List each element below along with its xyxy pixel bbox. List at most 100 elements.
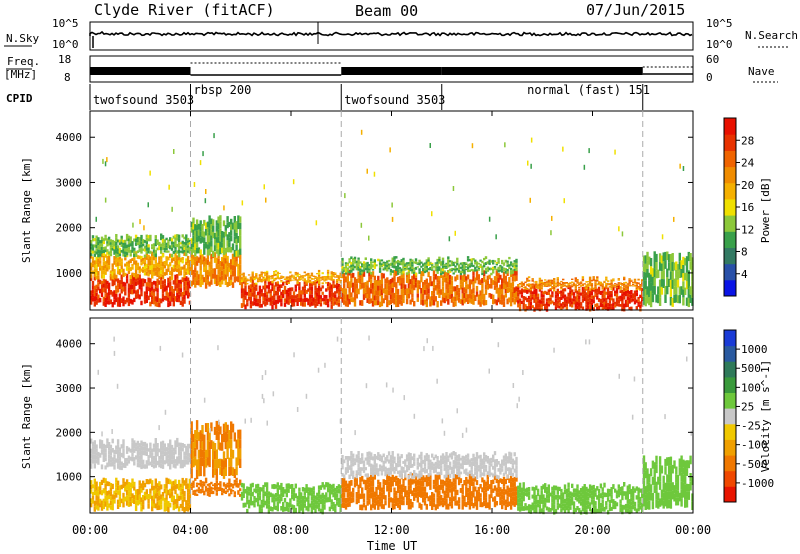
heatmap-cell xyxy=(210,224,213,230)
heatmap-cell xyxy=(535,295,538,299)
heatmap-cell xyxy=(626,289,629,294)
heatmap-cell xyxy=(215,483,218,487)
heatmap-cell xyxy=(463,495,466,502)
heatmap-cell xyxy=(560,293,563,297)
heatmap-cell xyxy=(317,489,321,495)
heatmap-cell xyxy=(210,258,213,265)
heatmap-cell xyxy=(368,276,371,283)
heatmap-cell xyxy=(301,487,305,492)
heatmap-cell xyxy=(443,277,446,283)
heatmap-cell xyxy=(357,498,360,504)
heatmap-cell xyxy=(391,463,394,468)
heatmap-cell xyxy=(118,451,122,457)
heatmap-cell xyxy=(606,295,610,300)
heatmap-cell xyxy=(224,258,227,264)
heatmap-cell xyxy=(292,277,296,279)
heatmap-cell xyxy=(107,287,111,292)
heatmap-cell xyxy=(642,271,646,281)
heatmap-cell xyxy=(463,264,466,267)
heatmap-cell xyxy=(280,281,283,283)
heatmap-cell xyxy=(176,268,179,273)
heatmap-cell xyxy=(440,272,443,276)
heatmap-cell xyxy=(298,279,301,281)
heatmap-cell xyxy=(154,488,157,494)
heatmap-cell xyxy=(186,294,190,299)
heatmap-cell xyxy=(282,487,285,492)
heatmap-cell xyxy=(387,290,391,296)
heatmap-cell xyxy=(423,500,427,506)
heatmap-cell xyxy=(140,241,143,245)
heatmap-cell xyxy=(472,258,475,261)
heatmap-cell xyxy=(440,458,443,463)
heatmap-cell xyxy=(192,241,195,248)
heatmap-cell xyxy=(190,430,193,441)
cpid-label: CPID xyxy=(6,92,33,105)
heatmap-cell xyxy=(527,279,531,282)
heatmap-cell xyxy=(427,473,430,477)
heatmap-cell xyxy=(330,275,333,278)
heatmap-cell xyxy=(161,284,165,289)
heatmap-cell xyxy=(502,486,506,492)
heatmap-cell xyxy=(199,249,202,256)
heatmap-cell xyxy=(118,490,122,497)
heatmap-cell xyxy=(165,250,168,253)
heatmap-cell xyxy=(185,290,188,296)
heatmap-cell xyxy=(265,285,269,289)
heatmap-cell xyxy=(420,492,423,498)
heatmap-cell xyxy=(122,497,125,503)
heatmap-cell xyxy=(106,300,109,305)
heatmap-cell xyxy=(111,483,114,490)
heatmap-cell xyxy=(422,497,425,503)
heatmap-cell xyxy=(687,251,690,262)
heatmap-cell xyxy=(395,288,398,295)
heatmap-cell xyxy=(99,486,102,491)
heatmap-cell xyxy=(366,451,369,457)
heatmap-cell xyxy=(151,480,154,486)
heatmap-cell xyxy=(416,262,419,264)
heatmap-cell xyxy=(133,276,136,281)
heatmap-cell xyxy=(545,298,549,302)
heatmap-cell xyxy=(422,475,425,481)
heatmap-cell xyxy=(289,287,292,292)
heatmap-cell xyxy=(308,491,312,496)
heatmap-cell xyxy=(283,489,287,494)
heatmap-cell xyxy=(685,297,689,306)
heatmap-cell xyxy=(335,301,339,306)
heatmap-cell xyxy=(551,282,554,285)
heatmap-cell xyxy=(226,450,229,459)
heatmap-cell xyxy=(312,498,315,502)
heatmap-cell xyxy=(267,276,271,278)
heatmap-cell xyxy=(122,248,125,251)
heatmap-cell xyxy=(291,299,294,303)
heatmap-cell xyxy=(326,273,330,276)
heatmap-cell xyxy=(477,496,480,502)
heatmap-cell xyxy=(678,252,681,262)
heatmap-cell xyxy=(136,489,140,495)
heatmap-cell xyxy=(285,506,288,512)
heatmap-cell xyxy=(615,283,619,285)
heatmap-cell xyxy=(456,474,459,480)
heatmap-cell xyxy=(483,299,486,306)
heatmap-cell xyxy=(384,261,387,264)
heatmap-cell xyxy=(204,270,208,277)
heatmap-cell xyxy=(253,297,256,302)
heatmap-cell xyxy=(522,302,525,306)
heatmap-cell xyxy=(418,470,421,475)
heatmap-cell xyxy=(122,444,125,449)
heatmap-cell xyxy=(197,235,201,242)
heatmap-cell xyxy=(461,504,464,510)
heatmap-cell xyxy=(151,500,154,507)
heatmap-cell xyxy=(276,274,279,277)
heatmap-cell xyxy=(366,479,369,485)
heatmap-cell xyxy=(387,471,391,476)
heatmap-cell xyxy=(156,483,159,488)
heatmap-cell xyxy=(152,249,156,253)
heatmap-cell xyxy=(501,294,504,300)
heatmap-cell xyxy=(370,274,373,280)
heatmap-cell xyxy=(425,265,428,268)
heatmap-cell xyxy=(579,305,583,309)
heatmap-cell xyxy=(271,295,274,301)
heatmap-cell xyxy=(156,302,159,307)
heatmap-cell xyxy=(427,454,430,459)
heatmap-cell xyxy=(174,234,177,238)
